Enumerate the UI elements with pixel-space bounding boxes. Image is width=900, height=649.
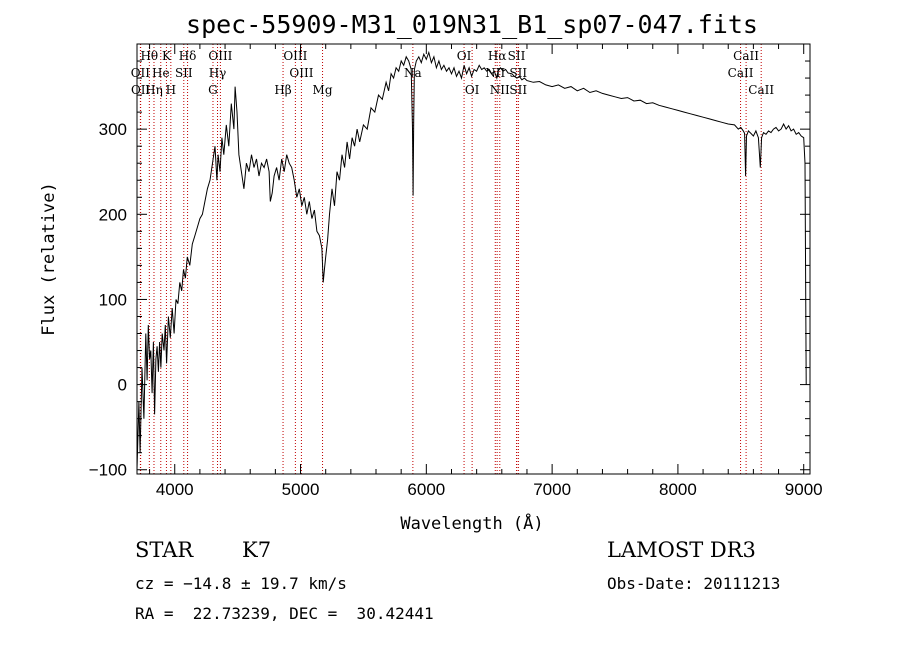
observation-date: Obs-Date: 20111213 bbox=[607, 574, 781, 593]
object-subclass: K7 bbox=[242, 538, 272, 562]
emission-line-label: Hθ bbox=[140, 49, 158, 63]
x-axis-ticks: 4000 5000 6000 7000 8000 9000 bbox=[149, 44, 823, 499]
emission-line-label: CaII bbox=[748, 83, 774, 97]
emission-line-label: OIII bbox=[283, 49, 307, 63]
emission-line-label: Hδ bbox=[179, 49, 197, 63]
emission-line-label: He bbox=[152, 66, 170, 80]
emission-line-label: K bbox=[162, 49, 172, 63]
emission-line-label: Na bbox=[404, 66, 422, 80]
y-axis-label: Flux (relative) bbox=[39, 182, 59, 336]
emission-line-label: CaII bbox=[728, 66, 754, 80]
x-axis-label: Wavelength (Å) bbox=[400, 512, 543, 534]
x-tick-label: 7000 bbox=[533, 480, 571, 499]
x-tick-label: 4000 bbox=[156, 480, 194, 499]
emission-line-label: OII bbox=[131, 66, 151, 80]
emission-line-label: OI bbox=[465, 83, 480, 97]
emission-line-label: Hγ bbox=[209, 66, 227, 80]
survey-name: LAMOST DR3 bbox=[607, 538, 756, 562]
emission-line-label: Mg bbox=[313, 83, 333, 97]
plot-frame bbox=[136, 43, 811, 475]
x-tick-label: 6000 bbox=[407, 480, 445, 499]
emission-line-label: OIII bbox=[289, 66, 313, 80]
redshift-cz: cz = −14.8 ± 19.7 km/s bbox=[135, 574, 347, 593]
y-axis-ticks: −100 0 100 200 300 bbox=[89, 60, 810, 480]
x-tick-label: 5000 bbox=[282, 480, 320, 499]
emission-line-label: OIII bbox=[208, 49, 232, 63]
emission-line-label: G bbox=[208, 83, 218, 97]
emission-line-label: OI bbox=[457, 49, 472, 63]
emission-line-label: H bbox=[166, 83, 176, 97]
emission-line-markers bbox=[139, 44, 762, 474]
y-tick-label: 300 bbox=[99, 120, 127, 139]
emission-line-label: SII bbox=[509, 83, 527, 97]
emission-line-label: OII bbox=[131, 83, 151, 97]
object-class: STAR bbox=[135, 538, 194, 562]
emission-line-label: SII bbox=[175, 66, 193, 80]
y-tick-label: 0 bbox=[118, 376, 127, 395]
ra-dec-coordinates: RA = 22.73239, DEC = 30.42441 bbox=[135, 604, 434, 623]
y-tick-label: 200 bbox=[99, 205, 127, 224]
emission-line-label: Hβ bbox=[274, 83, 291, 97]
y-tick-label: 100 bbox=[99, 290, 127, 309]
spectrum-line bbox=[136, 50, 807, 470]
emission-line-label: Hη bbox=[145, 83, 163, 97]
emission-line-label: CaII bbox=[733, 49, 759, 63]
emission-line-label: SII bbox=[508, 49, 526, 63]
x-tick-label: 9000 bbox=[785, 480, 823, 499]
emission-line-label: Hα bbox=[488, 49, 507, 63]
x-tick-label: 8000 bbox=[659, 480, 697, 499]
chart-title: spec-55909-M31_019N31_B1_sp07-047.fits bbox=[186, 10, 758, 39]
emission-line-label: NII bbox=[490, 83, 510, 97]
y-tick-label: −100 bbox=[89, 461, 127, 480]
